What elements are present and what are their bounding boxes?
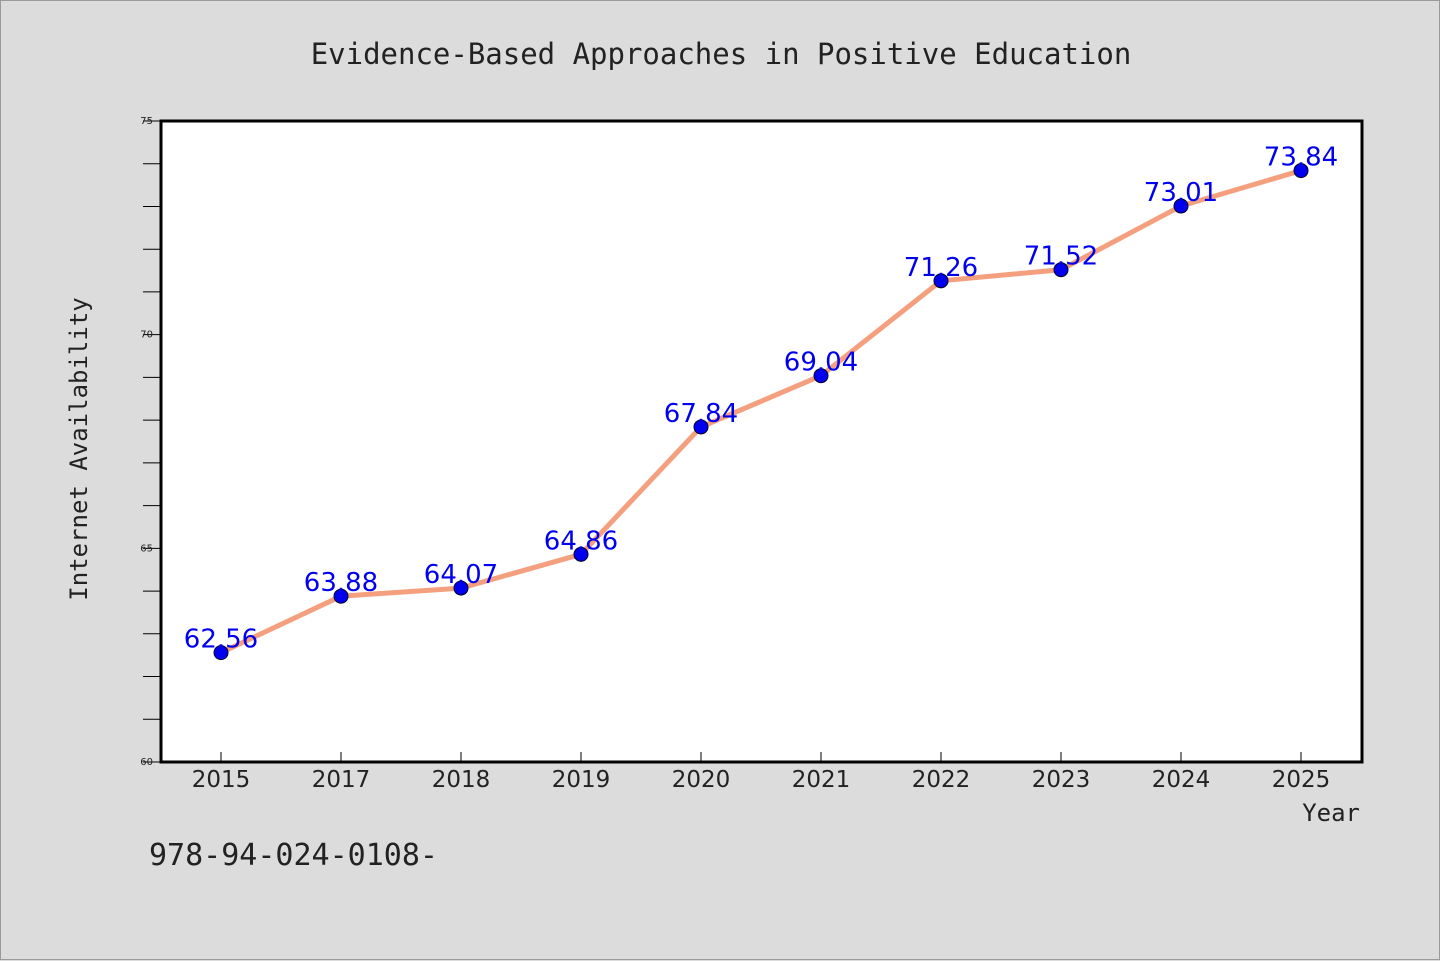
- data-point: [333, 588, 349, 604]
- data-label: 67.84: [664, 399, 738, 429]
- data-label: 71.52: [1024, 242, 1098, 272]
- x-tick-label: 2025: [1272, 767, 1331, 793]
- data-point: [813, 368, 829, 384]
- x-tick-label: 2017: [312, 767, 371, 793]
- y-tick-label: 65: [140, 543, 153, 554]
- data-point: [693, 419, 709, 435]
- footnote: 978-94-024-0108-: [149, 838, 438, 873]
- data-point: [1173, 198, 1189, 214]
- x-axis-label: Year: [1302, 799, 1360, 827]
- data-label: 69.04: [784, 348, 858, 378]
- data-label: 64.07: [424, 560, 498, 590]
- data-labels: 62.56 63.88 64.07 64.86 67.84 69.04 71.26 71.52…: [184, 143, 1338, 655]
- x-tick-label: 2023: [1032, 767, 1091, 793]
- data-label: 62.56: [184, 625, 258, 655]
- data-point: [1053, 262, 1069, 278]
- y-axis: 60 65 70 75: [140, 116, 161, 768]
- data-label: 71.26: [904, 253, 978, 283]
- data-point: [1293, 163, 1309, 179]
- data-point: [573, 546, 589, 562]
- data-label: 63.88: [304, 568, 378, 598]
- data-point: [213, 645, 229, 661]
- x-tick-label: 2021: [792, 767, 851, 793]
- x-tick-label: 2020: [672, 767, 731, 793]
- data-markers: [213, 163, 1309, 661]
- data-label: 73.84: [1264, 143, 1338, 173]
- data-point: [933, 273, 949, 289]
- data-label: 64.86: [544, 526, 618, 556]
- plot-area: [159, 119, 1364, 764]
- x-tick-label: 2018: [432, 767, 491, 793]
- y-tick-label: 75: [140, 116, 153, 127]
- series-line: [219, 168, 1302, 655]
- x-tick-label: 2015: [192, 767, 251, 793]
- data-label: 73.01: [1144, 178, 1218, 208]
- y-axis-label: Internet Availability: [65, 297, 93, 600]
- x-tick-label: 2019: [552, 767, 611, 793]
- x-tick-label: 2022: [912, 767, 971, 793]
- y-tick-label: 70: [140, 330, 153, 341]
- y-tick-label: 60: [140, 757, 153, 768]
- x-axis: 2015 2017 2018 2019 2020 2021 2022 2023 2024 2025: [192, 752, 1331, 793]
- data-point: [453, 580, 469, 596]
- x-tick-label: 2024: [1152, 767, 1211, 793]
- chart-title: Evidence-Based Approaches in Positive Ed…: [311, 37, 1132, 71]
